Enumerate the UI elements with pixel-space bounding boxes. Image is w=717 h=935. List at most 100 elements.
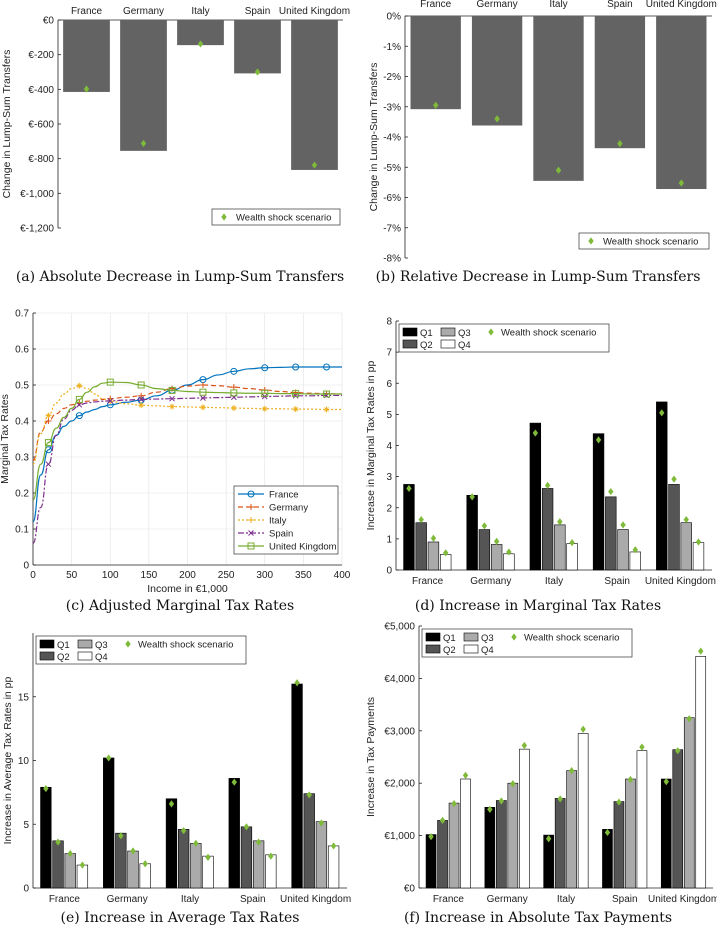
series-line-united-kingdom — [32, 381, 342, 501]
category-label: Spain — [245, 6, 271, 17]
category-label: Italy — [181, 894, 199, 905]
legend-label: Q2 — [420, 340, 433, 351]
legend-swatch — [463, 644, 479, 654]
y-tick-label: 0% — [387, 12, 402, 23]
series-point — [230, 367, 238, 375]
x-tick-label: 100 — [102, 570, 119, 581]
wealth-shock-marker — [430, 534, 437, 542]
y-tick-label: -7% — [383, 223, 401, 234]
bar-q1-germany — [484, 807, 496, 889]
bar-q4-france — [440, 554, 452, 571]
series-point — [137, 381, 145, 389]
wealth-shock-marker — [569, 539, 575, 547]
legend-swatch — [39, 639, 55, 649]
series-point — [138, 392, 145, 399]
bar-q1-united-kingdom — [291, 683, 303, 889]
category-label: Italy — [549, 0, 567, 10]
x-tick-label: 50 — [66, 570, 78, 581]
legend-swatch — [402, 327, 418, 337]
bar-q3-spain — [617, 529, 629, 571]
bar-q4-italy — [566, 543, 578, 571]
panel-caption: (d) Increase in Marginal Tax Rates — [415, 598, 661, 614]
series-point — [200, 395, 206, 401]
legend-label: Spain — [269, 529, 293, 540]
legend-label: Q3 — [95, 640, 108, 651]
wealth-shock-marker — [254, 68, 261, 76]
series-point — [261, 364, 269, 372]
y-tick-label: -2% — [383, 72, 401, 83]
legend-swatch — [463, 632, 479, 642]
category-label: Italy — [191, 6, 209, 17]
series-point — [261, 405, 268, 412]
y-tick-label: -1% — [383, 42, 401, 53]
wealth-shock-marker — [193, 839, 199, 847]
chart-panel-5: 0 5 10 15 Increase in Average Tax Rates in p… — [2, 633, 351, 926]
legend-marker — [247, 490, 255, 498]
category-label: United Kingdom — [279, 6, 350, 17]
bar-q4-united-kingdom — [327, 845, 340, 889]
legend-marker — [247, 542, 255, 550]
bar-q3-united-kingdom — [680, 522, 692, 571]
bar-q4-italy — [577, 733, 589, 889]
panel-caption: (f) Increase in Absolute Tax Payments — [404, 910, 672, 926]
wealth-shock-marker — [627, 775, 634, 784]
y-tick-label: 15 — [18, 692, 30, 703]
wealth-shock-marker — [180, 827, 187, 835]
x-tick-label: 250 — [218, 570, 235, 581]
bar-q4-spain — [265, 854, 277, 889]
wealth-shock-marker — [659, 409, 665, 417]
category-label: Italy — [557, 894, 575, 905]
category-label: Germany — [107, 894, 148, 905]
series-point — [75, 412, 83, 420]
wealth-shock-marker — [698, 647, 704, 655]
legend-label: Q1 — [420, 328, 433, 339]
legend-swatch — [440, 339, 456, 349]
bar-germany — [120, 20, 167, 151]
series-point — [199, 404, 206, 411]
bar-france — [410, 16, 461, 110]
legend-label: Wealth shock scenario — [524, 633, 619, 644]
wealth-shock-marker — [521, 741, 528, 750]
bar-q4-spain — [629, 551, 641, 571]
bar-q3-united-kingdom — [315, 821, 328, 889]
wealth-shock-marker — [130, 847, 136, 855]
legend-box — [211, 208, 341, 226]
legend-swatch — [440, 327, 456, 337]
wealth-shock-marker — [568, 767, 575, 775]
category-label: United Kingdom — [646, 0, 717, 10]
y-tick-label: 0 — [23, 561, 29, 572]
bar-q3-germany — [507, 782, 519, 889]
wealth-shock-marker — [140, 139, 147, 148]
category-label: Spain — [607, 0, 633, 10]
y-tick-label: €-800 — [28, 154, 54, 165]
wealth-shock-marker — [406, 484, 412, 493]
bar-q3-france — [427, 541, 440, 571]
wealth-shock-marker — [168, 800, 175, 808]
bar-q1-italy — [543, 834, 554, 889]
legend-label: Wealth shock scenario — [501, 328, 596, 339]
wealth-shock-marker — [580, 725, 586, 733]
y-tick-label: 7 — [386, 348, 392, 359]
series-point — [199, 382, 206, 388]
series-point — [76, 382, 83, 389]
y-axis-title: Change in Lump-Sum Transfers — [368, 63, 380, 212]
x-tick-label: 400 — [334, 570, 351, 581]
legend-label: Germany — [269, 503, 308, 514]
bar-q1-france — [425, 834, 437, 889]
y-tick-label: €-1,200 — [20, 224, 54, 235]
legend-label: Q3 — [458, 328, 471, 339]
series-line-france — [32, 366, 342, 523]
series-point — [323, 406, 330, 413]
series-point — [45, 418, 52, 424]
wealth-shock-marker — [620, 521, 626, 529]
x-tick-label: 200 — [179, 570, 196, 581]
legend-marker — [248, 517, 254, 523]
legend-box — [578, 232, 710, 250]
y-tick-label: 0.7 — [15, 309, 29, 320]
bar-q3-united-kingdom — [683, 717, 695, 889]
bar-q2-united-kingdom — [303, 793, 315, 889]
category-label: Spain — [612, 894, 638, 905]
wealth-shock-marker — [695, 538, 702, 546]
wealth-shock-marker — [231, 778, 237, 786]
wealth-shock-marker — [675, 747, 681, 755]
